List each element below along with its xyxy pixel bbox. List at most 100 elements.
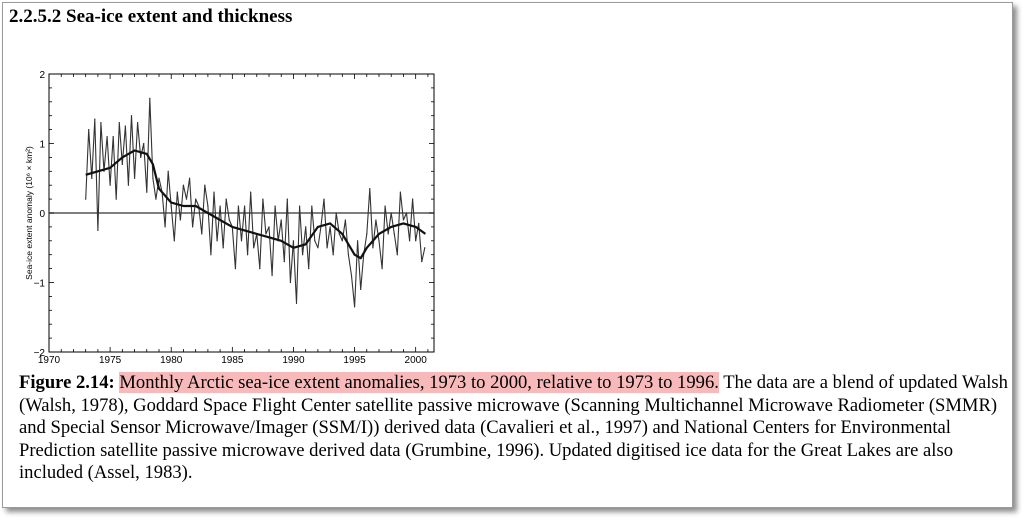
monthly-data-point — [185, 198, 188, 200]
monthly-data-point — [286, 198, 288, 200]
figure-label: Figure 2.14: — [19, 372, 115, 393]
monthly-data-point — [219, 205, 221, 207]
monthly-data-point — [357, 240, 359, 242]
monthly-data-point — [302, 254, 304, 256]
monthly-data-point — [97, 229, 99, 231]
figure-caption: Figure 2.14: Monthly Arctic sea-ice exte… — [19, 372, 1009, 485]
monthly-data-point — [393, 233, 395, 235]
monthly-data-point — [366, 233, 368, 235]
monthly-data-point — [415, 240, 417, 242]
smoothed-series-line — [85, 149, 427, 260]
monthly-data-point — [262, 198, 264, 200]
sea-ice-anomaly-chart: 1970 1975 1980 1985 1990 1995 2000 −2 −1 0 1 2 Sea-i… — [24, 70, 435, 366]
monthly-data-point — [292, 240, 295, 242]
monthly-data-point — [176, 191, 178, 193]
monthly-data-point — [164, 226, 166, 228]
monthly-data-point — [106, 135, 108, 138]
monthly-data-point — [146, 191, 148, 193]
monthly-data-point — [295, 302, 298, 304]
monthly-data-point — [237, 205, 240, 207]
monthly-data-point — [207, 205, 209, 207]
monthly-data-point — [405, 212, 408, 214]
monthly-series-line — [85, 97, 426, 308]
monthly-data-point — [369, 188, 371, 190]
monthly-data-point — [143, 142, 145, 145]
monthly-data-point — [311, 205, 313, 207]
monthly-data-point — [213, 191, 215, 193]
monthly-data-point — [280, 219, 282, 221]
monthly-data-point — [418, 222, 420, 225]
monthly-data-point — [247, 254, 249, 256]
section-heading: 2.2.5.2 Sea-ice extent and thickness — [9, 6, 293, 27]
monthly-data-point — [259, 268, 261, 270]
monthly-data-point — [115, 198, 117, 200]
monthly-data-point — [182, 184, 185, 186]
monthly-data-point — [390, 212, 392, 214]
monthly-data-point — [170, 205, 172, 207]
monthly-data-point — [94, 118, 96, 120]
monthly-data-point — [344, 219, 346, 221]
monthly-data-point — [127, 184, 130, 186]
monthly-data-point — [216, 240, 218, 242]
monthly-data-point — [100, 122, 102, 124]
x-tick-label: 1975 — [99, 355, 122, 366]
monthly-data-point — [268, 226, 270, 228]
x-tick-label: 1970 — [38, 355, 61, 366]
monthly-data-point — [308, 268, 310, 270]
monthly-data-point — [298, 205, 301, 207]
monthly-data-point — [289, 281, 291, 284]
monthly-data-point — [332, 254, 334, 256]
monthly-data-point — [240, 240, 243, 242]
monthly-data-point — [140, 156, 142, 158]
monthly-data-point — [188, 177, 191, 179]
monthly-data-point — [222, 247, 224, 249]
monthly-data-point — [335, 212, 337, 214]
monthly-data-point — [353, 306, 356, 308]
monthly-data-point — [210, 254, 212, 256]
monthly-data-point — [228, 219, 230, 221]
monthly-data-point — [402, 219, 405, 221]
monthly-data-point — [167, 170, 169, 172]
monthly-data-point — [360, 288, 362, 291]
monthly-data-point — [384, 205, 386, 207]
x-tick-label: 1995 — [343, 355, 366, 366]
monthly-data-point — [265, 233, 267, 235]
x-tick-label: 1990 — [282, 355, 305, 366]
monthly-data-point — [137, 122, 139, 124]
monthly-data-point — [121, 163, 123, 165]
monthly-data-point — [350, 274, 353, 277]
monthly-data-point — [124, 125, 126, 127]
monthly-data-point — [387, 233, 389, 235]
monthly-data-point — [283, 261, 285, 263]
caption-highlighted-text: Monthly Arctic sea-ice extent anomalies,… — [119, 372, 719, 393]
monthly-data-point — [372, 247, 374, 249]
monthly-data-point — [323, 198, 325, 200]
monthly-data-point — [338, 233, 340, 235]
monthly-data-point — [201, 233, 203, 235]
monthly-data-point — [88, 129, 90, 131]
caption-body-text: The data are a blend of updated Walsh (W… — [19, 372, 1008, 484]
monthly-data-point — [329, 226, 331, 228]
monthly-data-point — [149, 97, 151, 99]
monthly-data-point — [225, 198, 227, 200]
monthly-data-point — [274, 205, 276, 207]
monthly-data-point — [396, 254, 398, 256]
monthly-data-point — [378, 240, 380, 242]
monthly-data-point — [317, 247, 319, 249]
monthly-data-point — [424, 247, 426, 249]
monthly-data-point — [118, 122, 120, 124]
monthly-data-point — [173, 240, 175, 242]
monthly-data-point — [155, 198, 157, 200]
monthly-data-point — [408, 240, 411, 242]
y-axis-label: Sea-ice extent anomaly (10⁶ × km²) — [24, 146, 34, 280]
monthly-data-point — [347, 254, 350, 256]
monthly-data-point — [85, 198, 87, 200]
y-tick-label: 1 — [39, 140, 45, 151]
monthly-data-point — [326, 247, 328, 249]
monthly-data-point — [305, 226, 307, 228]
monthly-data-point — [412, 198, 414, 200]
monthly-data-point — [341, 240, 343, 242]
monthly-data-point — [271, 274, 273, 277]
monthly-data-point — [109, 184, 111, 186]
y-tick-label: −2 — [34, 348, 46, 359]
